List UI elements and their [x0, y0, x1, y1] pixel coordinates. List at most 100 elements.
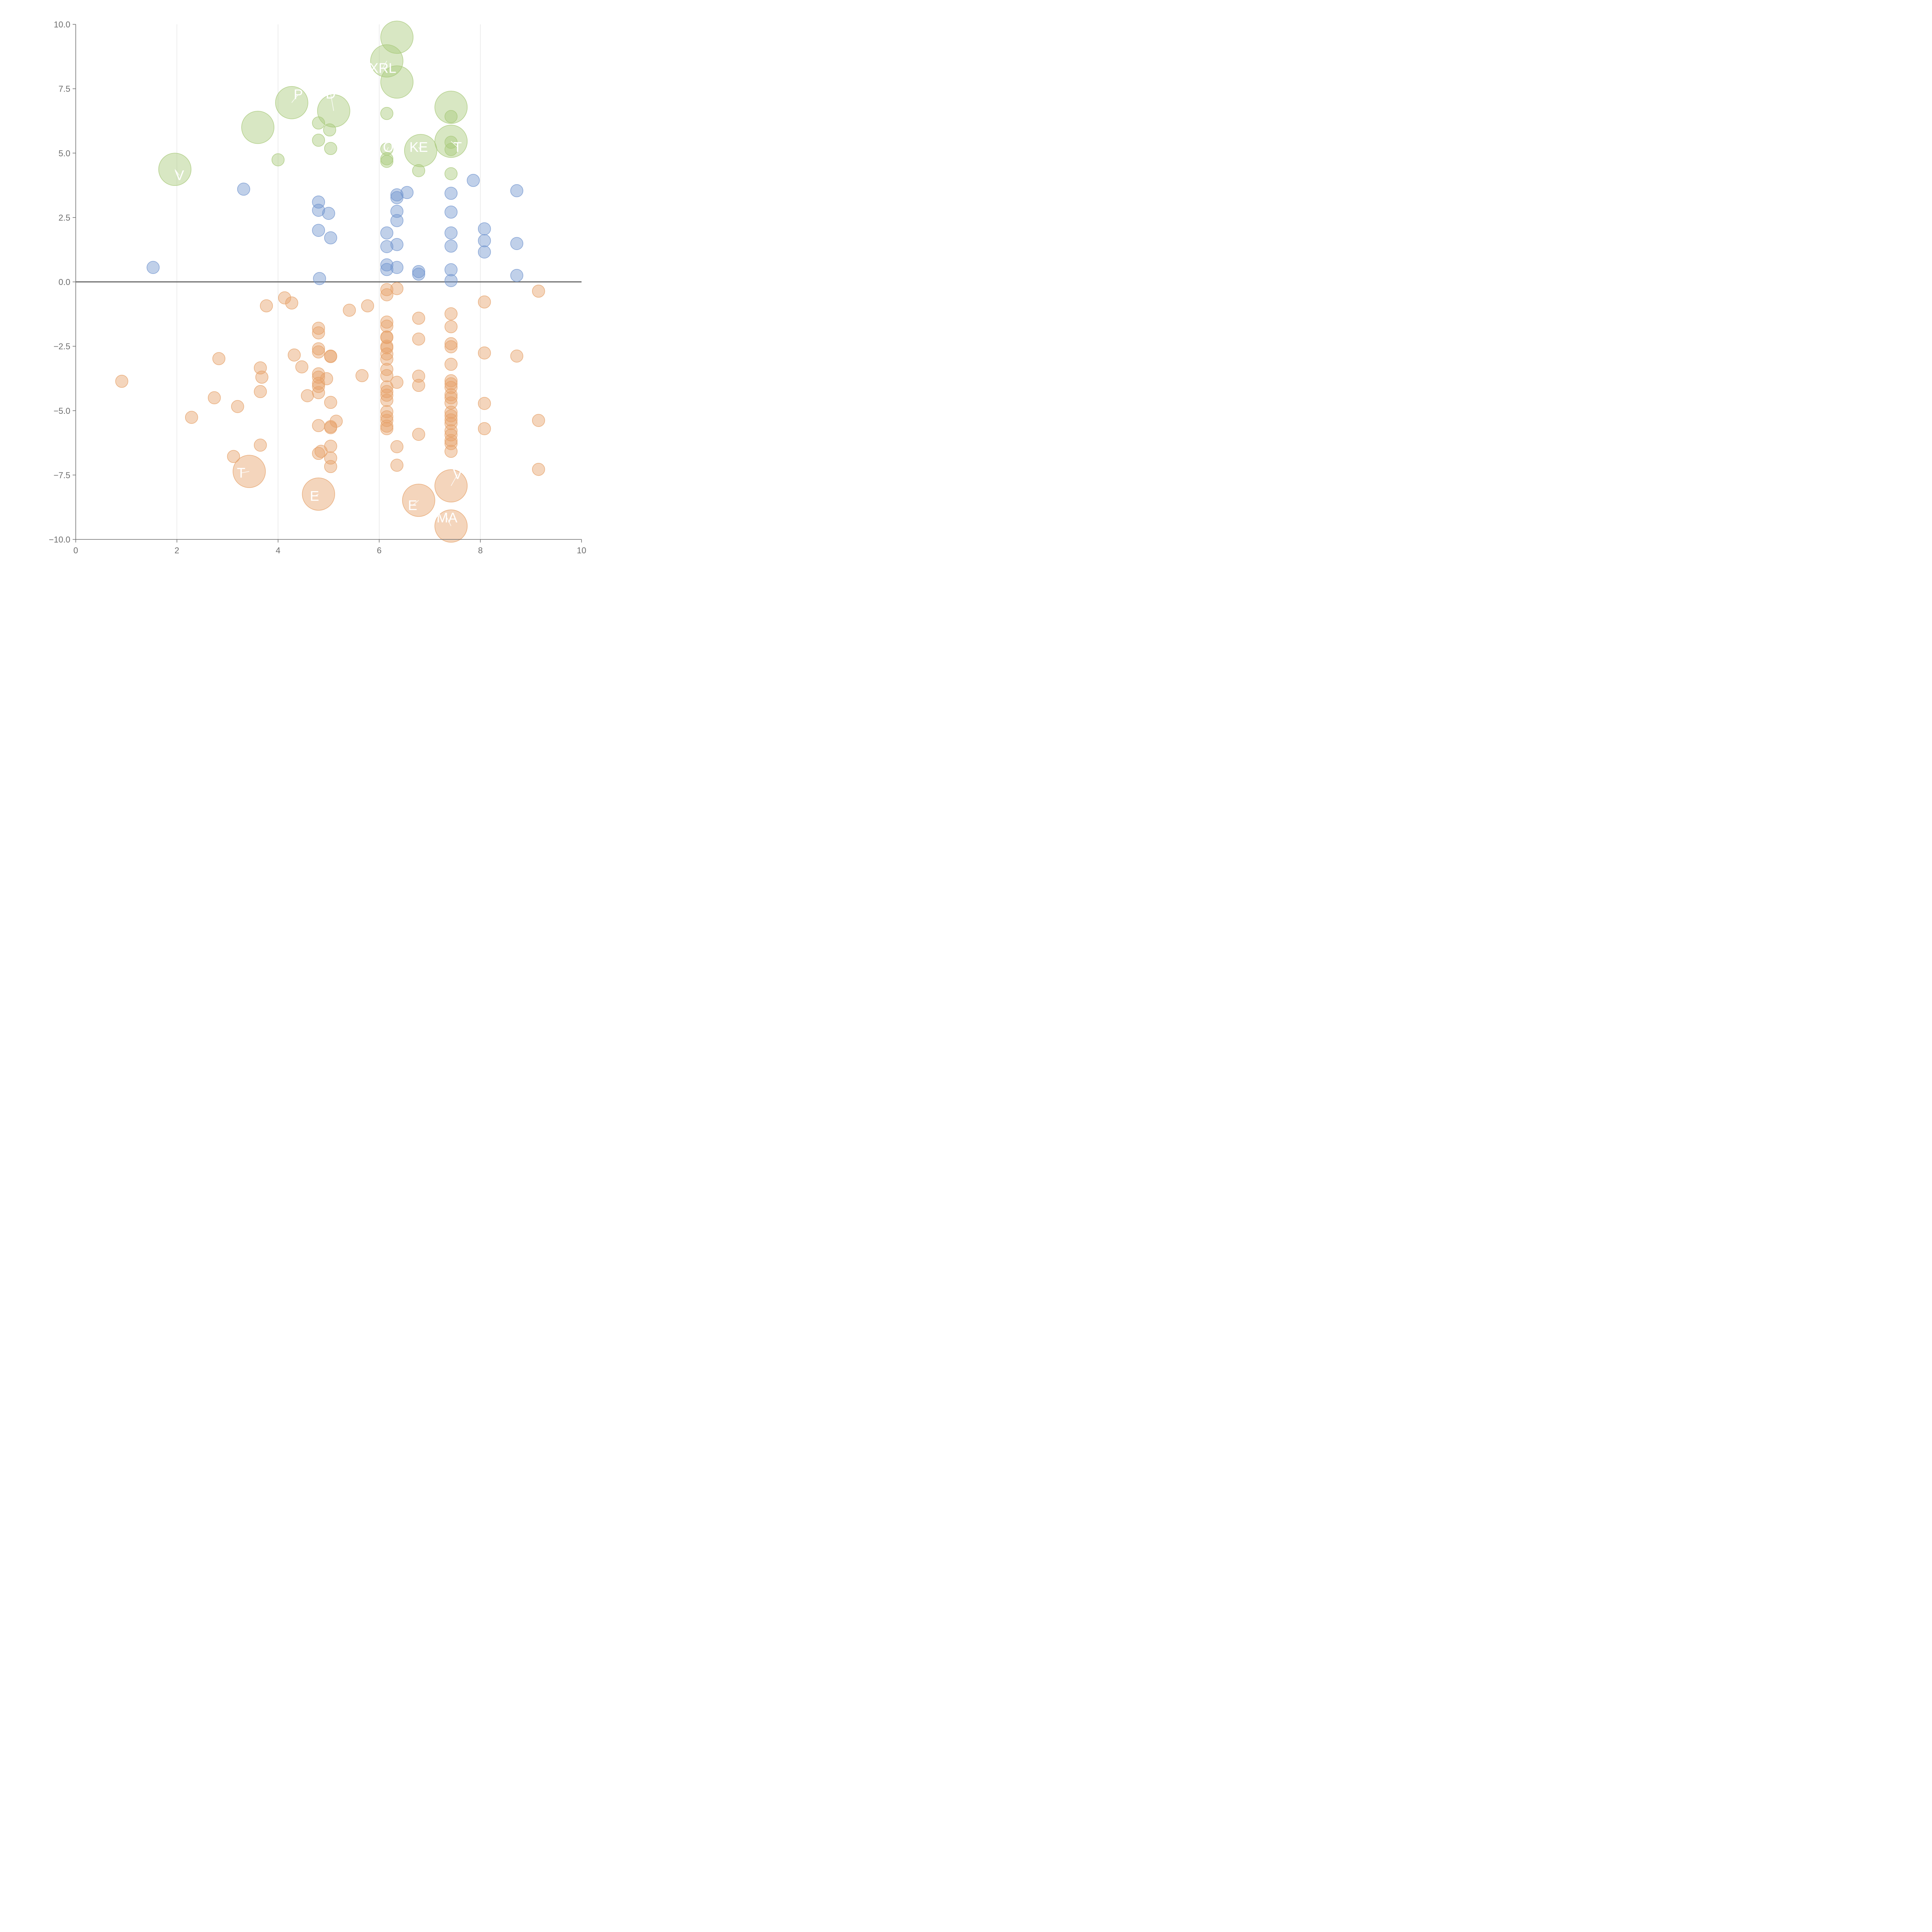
point-low-82: [444, 377, 458, 391]
point-high-20: [444, 110, 458, 123]
annotation-leader-6: [174, 169, 180, 176]
point-mid-17: [380, 263, 393, 276]
point-low-19: [295, 360, 308, 374]
point-low-17: [285, 296, 298, 310]
point-low-31: [312, 447, 325, 460]
point-low-54: [380, 347, 393, 361]
point-low-95: [444, 445, 458, 458]
point-high-13: [312, 134, 325, 147]
annotation-leader-0: [382, 61, 387, 68]
point-low-48: [380, 315, 393, 329]
y-tick-label-6: 5.0: [58, 148, 70, 158]
point-mid-10: [400, 186, 414, 199]
point-low-8: [212, 352, 226, 365]
point-mid-21: [444, 187, 458, 200]
point-low-75: [412, 428, 425, 441]
point-low-30: [312, 419, 325, 432]
point-low-76: [444, 307, 458, 320]
point-mid-8: [390, 188, 403, 201]
point-low-61: [380, 394, 393, 407]
point-low-27: [312, 377, 325, 390]
point-mid-0: [146, 261, 160, 274]
point-high-22: [444, 143, 458, 156]
point-low-73: [412, 369, 425, 383]
point-mid-30: [478, 245, 491, 259]
point-low-94: [444, 437, 458, 450]
x-tick-label-5: 10: [577, 546, 586, 555]
annotation-label-2: D: [326, 86, 336, 102]
point-mid-9: [390, 191, 403, 204]
point-low-47: [380, 288, 393, 301]
x-tick-label-3: 6: [377, 546, 381, 555]
point-mid-29: [478, 234, 491, 247]
point-low-29: [312, 386, 325, 399]
annotation-label-8: E: [310, 488, 319, 504]
point-low-36: [324, 396, 337, 409]
annotation-leader-10: [447, 517, 451, 526]
point-low-83: [444, 381, 458, 394]
point-low-23: [312, 342, 325, 355]
point-low-103: [532, 463, 545, 476]
point-low-77: [444, 320, 458, 333]
point-low-15: [260, 299, 273, 313]
point-high-5: [434, 90, 468, 124]
annotation-label-3: O: [383, 139, 394, 155]
point-high-18: [380, 155, 393, 168]
annotation-label-0: XRL: [369, 60, 396, 76]
point-low-13: [254, 385, 267, 398]
point-high-11: [312, 116, 325, 130]
y-tick-label-8: 10.0: [54, 20, 70, 29]
point-low-80: [444, 358, 458, 371]
annotation-label-5: T: [453, 139, 462, 155]
point-low-96: [478, 295, 491, 309]
scatter-chart: XRL P D O KE T V T E E MA V 0 2 4 6 8 10 −10.0 −7.5 −5.0 −2.…: [49, 20, 586, 555]
point-mid-3: [312, 204, 325, 217]
point-low-6: [185, 411, 198, 424]
point-low-18: [287, 349, 301, 362]
point-high-6: [241, 111, 274, 144]
point-high-12: [323, 123, 336, 137]
point-low-78: [444, 337, 458, 350]
point-low-33: [320, 372, 333, 385]
point-low-72: [412, 332, 425, 346]
point-low-81: [444, 374, 458, 388]
annotation-leader-1: [291, 94, 299, 103]
point-low-12: [255, 371, 269, 384]
point-mid-12: [390, 214, 403, 227]
point-mid-24: [444, 240, 458, 253]
x-tick-label-0: 0: [73, 546, 78, 555]
point-high-2: [380, 65, 413, 99]
annotation-leader-5: [451, 141, 458, 148]
point-mid-28: [478, 222, 491, 235]
point-high-23: [444, 167, 458, 180]
point-mid-26: [444, 274, 458, 287]
point-low-39: [324, 439, 337, 453]
point-low-99: [478, 422, 491, 435]
point-low-41: [324, 460, 337, 473]
y-tick-label-5: 2.5: [58, 213, 70, 223]
annotation-leader-8: [314, 494, 319, 497]
point-high-21: [444, 136, 458, 149]
annotation-label-6: V: [175, 167, 184, 183]
annotation-leader-3: [386, 147, 389, 151]
point-low-97: [478, 346, 491, 360]
y-tick-label-1: −7.5: [54, 470, 70, 480]
point-low-55: [380, 352, 393, 366]
point-low-102: [532, 414, 545, 427]
point-low-101: [532, 284, 545, 298]
point-mid-25: [444, 263, 458, 276]
point-high-10: [380, 107, 393, 120]
y-tick-label-4: 0.0: [58, 277, 70, 287]
annotation-leader-4: [418, 147, 421, 151]
point-low-93: [444, 434, 458, 447]
point-low-74: [412, 379, 425, 392]
point-mid-32: [510, 237, 524, 250]
point-mid-14: [380, 240, 393, 253]
point-low-49: [380, 320, 393, 333]
point-low-14: [254, 439, 267, 452]
point-high-0: [380, 20, 413, 54]
point-low-69: [390, 440, 403, 453]
point-high-15: [271, 153, 285, 167]
point-low-21: [312, 321, 325, 335]
point-low-66: [380, 422, 393, 435]
